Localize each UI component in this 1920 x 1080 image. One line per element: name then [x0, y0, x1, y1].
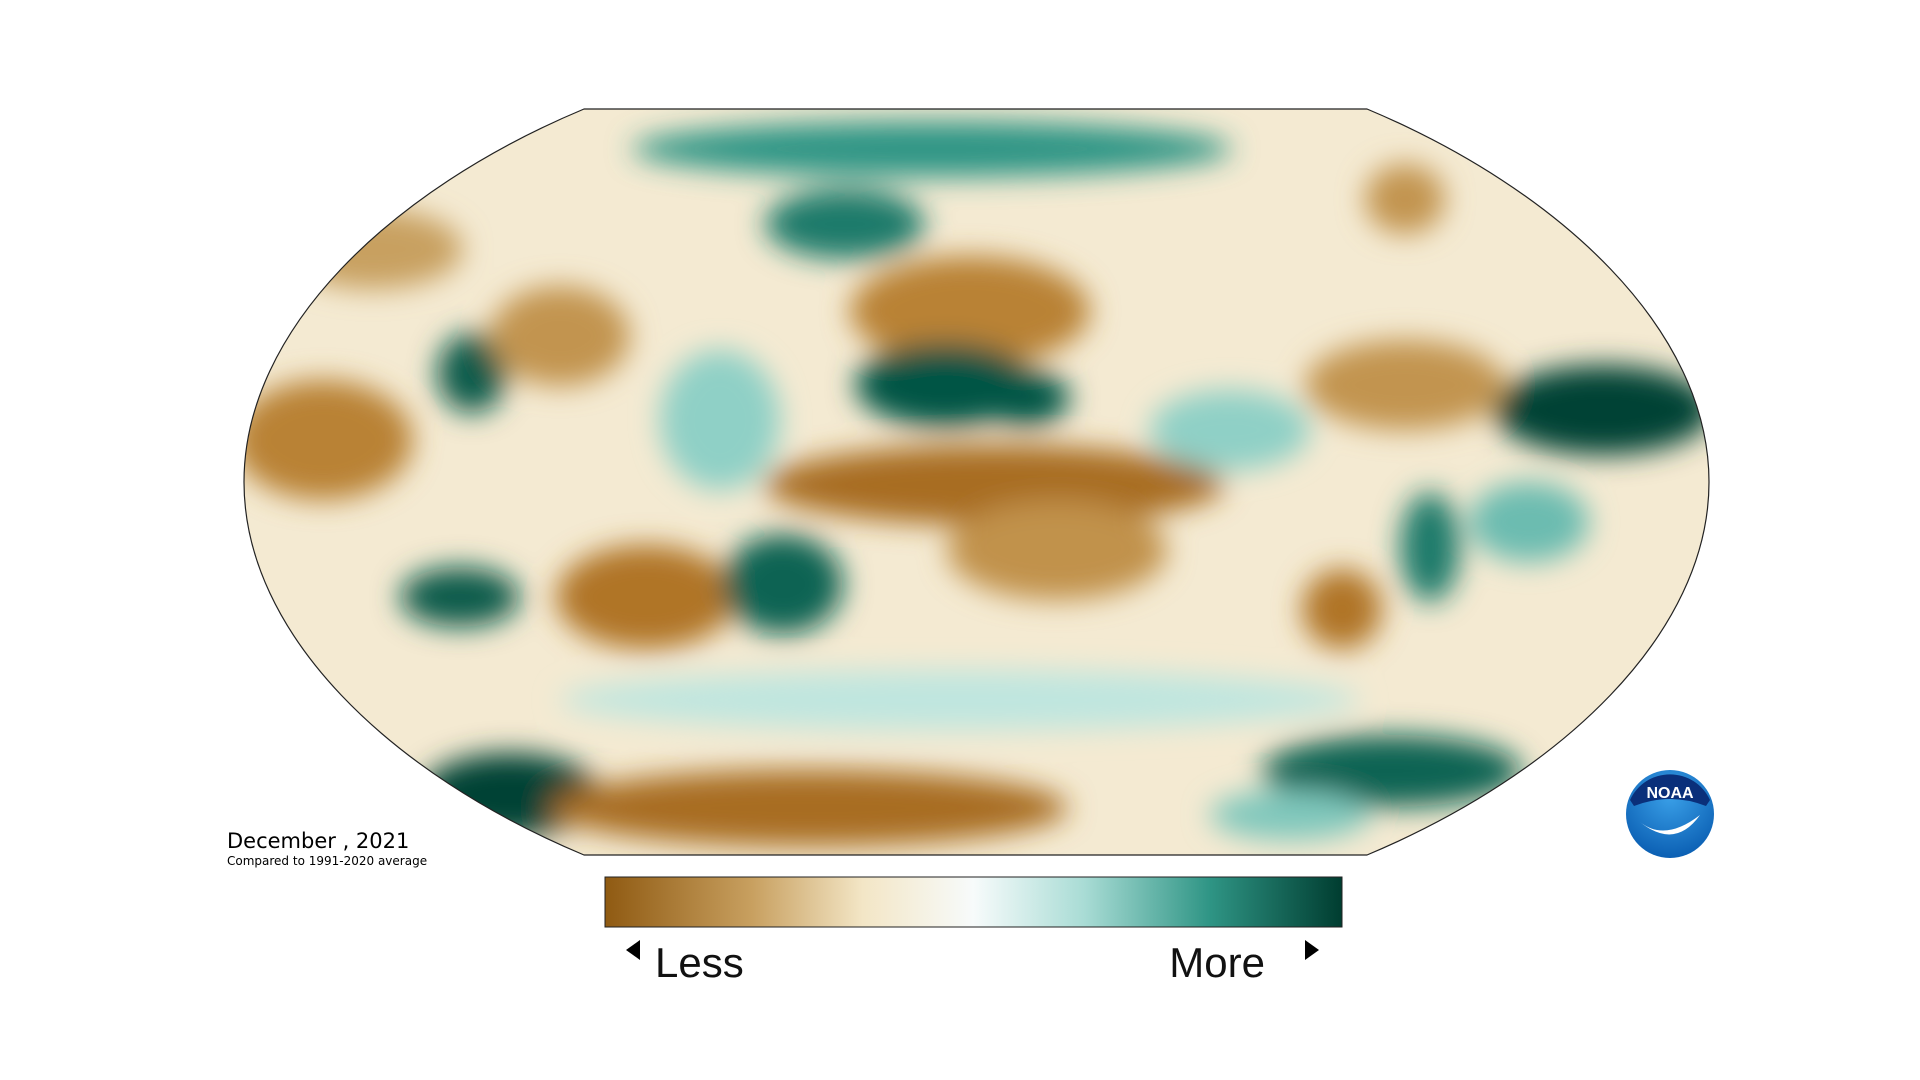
more-label: More [1169, 939, 1265, 986]
logo-bird [1640, 815, 1700, 835]
anomaly-field [244, 121, 1709, 846]
less-label: Less [655, 939, 744, 986]
map-subtitle: Compared to 1991-2020 average [227, 854, 427, 868]
right-arrow [1305, 940, 1319, 960]
color-bar [604, 876, 1343, 928]
map-outline [243, 108, 1710, 856]
noaa-logo: NOAA [1626, 770, 1714, 858]
anomaly-map [244, 109, 1709, 855]
left-arrow [626, 940, 640, 960]
map-title: December , 2021 [227, 829, 409, 853]
logo-text: NOAA [1646, 785, 1694, 802]
logo-top [1630, 774, 1710, 806]
